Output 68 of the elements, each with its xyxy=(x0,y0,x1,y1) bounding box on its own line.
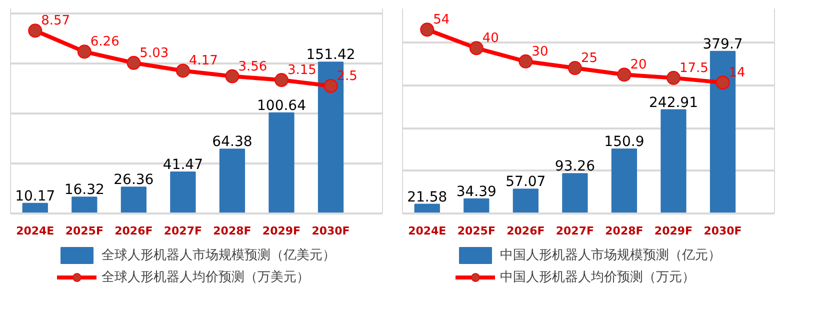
data-label: 151.42 xyxy=(306,47,356,64)
point xyxy=(126,56,141,70)
data-label: 26.36 xyxy=(114,172,154,188)
x-tick-label: 2024E xyxy=(16,224,54,238)
x-tick-label: 2027F xyxy=(164,224,202,238)
x-tick-label: 2028F xyxy=(213,224,252,238)
point xyxy=(420,22,434,37)
data-label: 21.58 xyxy=(407,189,448,206)
x-tick-label: 2024E xyxy=(408,224,446,238)
bar xyxy=(219,148,246,214)
data-label: 20 xyxy=(630,58,647,73)
legend-label: 全球人形机器人均价预测（万美元） xyxy=(102,269,310,286)
data-label: 3.56 xyxy=(238,59,268,74)
bar xyxy=(170,172,196,214)
x-tick-label: 2025F xyxy=(457,224,496,238)
x-tick-label: 2025F xyxy=(65,224,104,238)
x-tick-label: 2026F xyxy=(114,224,153,238)
bar xyxy=(562,173,588,214)
data-label: 25 xyxy=(580,51,598,66)
data-label: 4.17 xyxy=(188,54,218,69)
bar xyxy=(611,148,638,214)
data-label: 30 xyxy=(532,44,548,60)
x-tick-label: 2027F xyxy=(556,224,594,238)
legend-label: 全球人形机器人市场规模预测（亿美元） xyxy=(102,247,336,264)
data-label: 8.57 xyxy=(41,14,70,29)
bar xyxy=(120,186,146,214)
data-label: 3.15 xyxy=(287,63,316,78)
data-label: 40 xyxy=(482,31,499,46)
data-label: 93.26 xyxy=(554,158,596,175)
x-tick-label: 2026F xyxy=(506,224,545,238)
point xyxy=(28,24,42,38)
legend-label: 中国人形机器人市场规模预测（亿元） xyxy=(500,247,721,264)
point xyxy=(716,76,730,90)
point xyxy=(324,78,338,93)
data-label: 242.91 xyxy=(649,94,698,111)
point xyxy=(617,68,632,82)
point xyxy=(77,44,92,59)
legend-label: 中国人形机器人均价预测（万元） xyxy=(500,269,695,286)
point xyxy=(176,64,190,78)
point xyxy=(568,61,582,76)
x-tick-label: 2028F xyxy=(605,224,644,238)
data-label: 17.5 xyxy=(679,60,708,76)
bar xyxy=(72,196,98,214)
point xyxy=(469,41,484,56)
point xyxy=(225,69,240,84)
data-label: 379.7 xyxy=(702,36,743,52)
data-label: 16.32 xyxy=(64,182,104,198)
data-label: 41.47 xyxy=(162,157,204,174)
x-tick-label: 2029F xyxy=(654,224,693,238)
data-label: 5.03 xyxy=(140,46,169,61)
data-label: 54 xyxy=(433,12,450,28)
x-tick-label: 2030F xyxy=(312,224,350,238)
data-label: 57.07 xyxy=(506,174,546,190)
x-tick-label: 2030F xyxy=(704,224,742,238)
data-label: 100.64 xyxy=(257,98,306,114)
data-label: 34.39 xyxy=(456,184,496,200)
point xyxy=(518,54,533,68)
data-label: 150.9 xyxy=(604,134,644,150)
point xyxy=(666,70,680,85)
data-label: 6.26 xyxy=(90,34,120,50)
bar xyxy=(660,109,686,214)
bar xyxy=(268,112,294,214)
bar xyxy=(464,198,490,214)
data-label: 64.38 xyxy=(212,134,252,150)
x-tick-label: 2029F xyxy=(262,224,301,238)
point xyxy=(274,73,288,88)
data-label: 10.17 xyxy=(15,188,56,204)
bar xyxy=(512,188,538,214)
